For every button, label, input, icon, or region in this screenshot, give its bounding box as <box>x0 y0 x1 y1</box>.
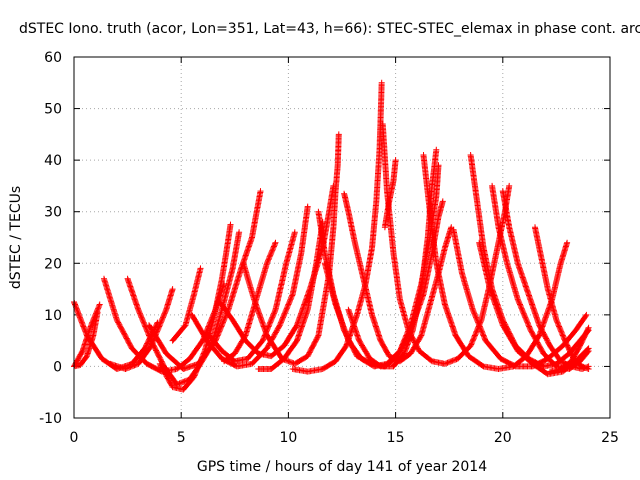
x-tick-label: 10 <box>279 430 297 446</box>
y-tick-label: 60 <box>44 50 62 66</box>
y-tick-label: -10 <box>39 411 62 427</box>
data-point-markers <box>107 286 176 372</box>
y-tick-label: 30 <box>44 205 62 221</box>
series-arc <box>101 275 228 375</box>
plot-frame <box>73 56 611 419</box>
data-point-markers <box>547 324 592 375</box>
y-tick-label: 0 <box>53 359 62 375</box>
data-point-markers <box>450 226 590 370</box>
y-tick-label: 10 <box>44 308 62 324</box>
data-point-markers <box>381 157 399 231</box>
data-point-markers <box>240 131 342 367</box>
series-arc <box>107 286 176 372</box>
y-tick-label: 40 <box>44 153 62 169</box>
data-point-markers <box>532 224 592 372</box>
y-tick-label: 50 <box>44 102 62 118</box>
data-point-markers <box>169 265 204 344</box>
series-arc <box>169 265 204 344</box>
x-tick-label: 0 <box>70 430 79 446</box>
y-tick-label: 20 <box>44 256 62 272</box>
series-arc <box>547 324 592 375</box>
x-tick-label: 5 <box>177 430 186 446</box>
x-tick-label: 25 <box>601 430 619 446</box>
chart-title: dSTEC Iono. truth (acor, Lon=351, Lat=43… <box>19 21 640 37</box>
series-arc <box>240 131 342 367</box>
x-axis-label: GPS time / hours of day 141 of year 2014 <box>197 459 487 475</box>
series-arc <box>450 226 590 370</box>
series-arc <box>532 224 592 372</box>
x-tick-label: 15 <box>387 430 405 446</box>
series-arc <box>255 219 326 372</box>
x-tick-label: 20 <box>494 430 512 446</box>
data-points <box>71 79 592 393</box>
data-point-markers <box>101 275 228 375</box>
y-axis-label: dSTEC / TECUs <box>8 186 24 289</box>
series-arc <box>381 157 399 231</box>
data-point-markers <box>255 219 326 372</box>
